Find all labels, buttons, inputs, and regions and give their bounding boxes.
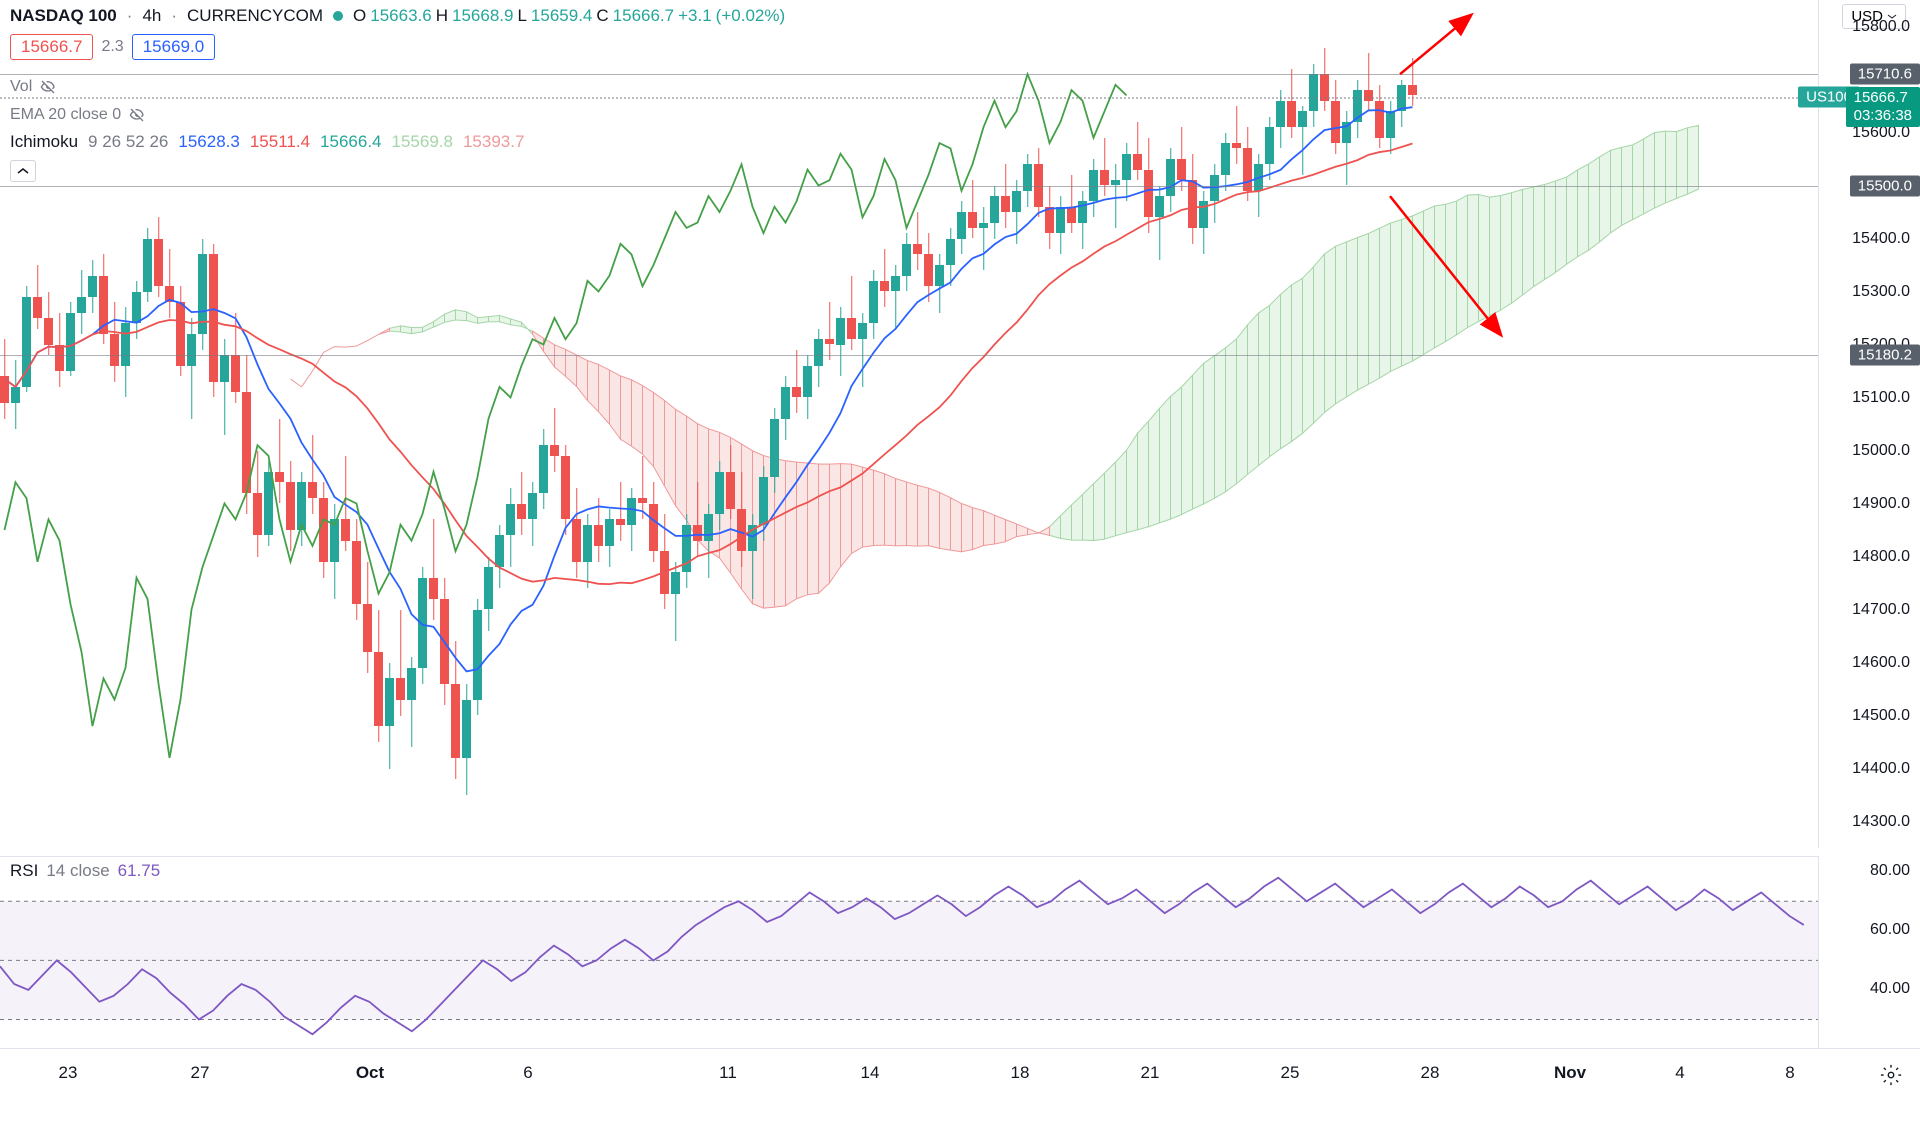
price-tick: 14800.0 [1852, 548, 1910, 566]
price-tick: 15400.0 [1852, 230, 1910, 248]
time-axis[interactable]: 23 27 Oct 6 11 14 18 21 25 28 Nov 4 8 [0, 1048, 1920, 1098]
price-tick: 14300.0 [1852, 813, 1910, 831]
price-tick: 14500.0 [1852, 707, 1910, 725]
price-level-label: 15180.2 [1850, 344, 1920, 365]
annotation-arrows [0, 0, 1818, 848]
price-tick: 15800.0 [1852, 18, 1910, 36]
time-tick: 28 [1421, 1063, 1440, 1083]
rsi-band [0, 901, 1818, 1019]
indicator-lines [0, 0, 1818, 848]
price-tick: 14900.0 [1852, 495, 1910, 513]
main-chart[interactable] [0, 0, 1818, 848]
time-tick: 18 [1011, 1063, 1030, 1083]
rsi-axis[interactable]: 80.00 60.00 40.00 [1818, 856, 1920, 1048]
price-tick: 15100.0 [1852, 389, 1910, 407]
time-tick: 23 [59, 1063, 78, 1083]
time-tick: 21 [1141, 1063, 1160, 1083]
rsi-header[interactable]: RSI 14 close 61.75 [10, 861, 160, 881]
price-tick: 15300.0 [1852, 283, 1910, 301]
price-tick: 14700.0 [1852, 601, 1910, 619]
rsi-tick: 60.00 [1870, 921, 1910, 939]
settings-icon[interactable] [1880, 1064, 1902, 1086]
time-tick: Oct [356, 1063, 384, 1083]
time-tick: 6 [523, 1063, 532, 1083]
price-line[interactable] [0, 97, 1818, 99]
price-level-label: 15500.0 [1850, 175, 1920, 196]
time-tick: 8 [1785, 1063, 1794, 1083]
ichimoku-cloud [0, 0, 1818, 848]
time-tick: 27 [191, 1063, 210, 1083]
time-tick: Nov [1554, 1063, 1586, 1083]
rsi-tick: 40.00 [1870, 980, 1910, 998]
price-line[interactable] [0, 186, 1818, 187]
price-tick: 14600.0 [1852, 654, 1910, 672]
price-tick: 15000.0 [1852, 442, 1910, 460]
time-tick: 14 [861, 1063, 880, 1083]
time-tick: 11 [719, 1063, 737, 1083]
rsi-chart[interactable]: RSI 14 close 61.75 [0, 856, 1818, 1048]
price-line[interactable] [0, 355, 1818, 356]
price-tick: 14400.0 [1852, 760, 1910, 778]
time-tick: 25 [1281, 1063, 1300, 1083]
rsi-tick: 80.00 [1870, 862, 1910, 880]
current-price-label: 15666.703:36:38 [1846, 87, 1920, 127]
time-tick: 4 [1675, 1063, 1684, 1083]
price-axis[interactable]: 15800.015700.015600.015500.015400.015300… [1818, 0, 1920, 848]
price-line[interactable] [0, 74, 1818, 75]
price-level-label: 15710.6 [1850, 63, 1920, 84]
